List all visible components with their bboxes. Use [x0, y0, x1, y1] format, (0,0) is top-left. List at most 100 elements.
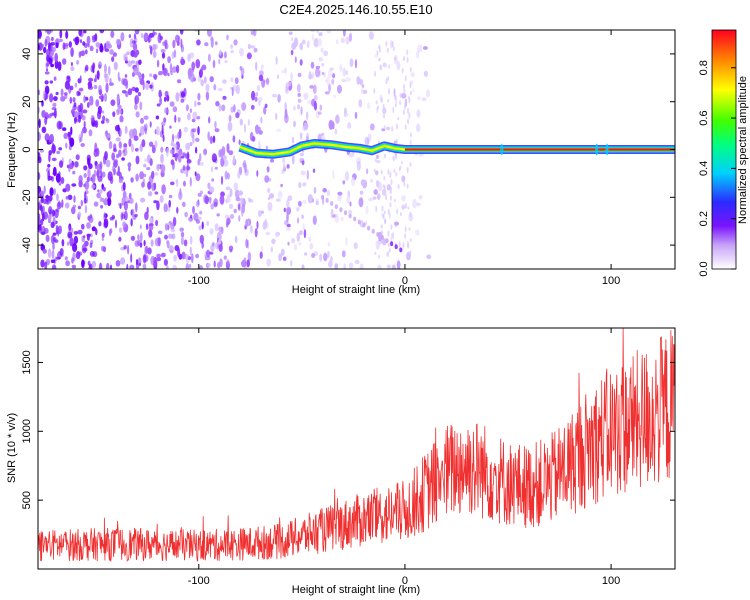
noise-speckle — [199, 162, 204, 166]
noise-speckle — [358, 197, 364, 208]
noise-speckle — [180, 38, 183, 49]
noise-speckle — [230, 77, 234, 83]
y-tick-label: -40 — [21, 237, 33, 253]
noise-speckle — [102, 115, 106, 122]
noise-speckle — [208, 116, 211, 124]
noise-speckle — [128, 138, 132, 147]
noise-speckle — [220, 157, 225, 167]
noise-speckle — [57, 61, 62, 71]
noise-speckle — [83, 95, 86, 103]
noise-speckle — [48, 57, 53, 65]
noise-speckle — [74, 111, 79, 119]
noise-speckle — [330, 256, 333, 263]
noise-speckle — [348, 32, 353, 42]
noise-speckle — [230, 50, 234, 54]
noise-speckle — [308, 236, 312, 243]
noise-speckle — [65, 30, 69, 39]
noise-speckle — [142, 254, 147, 264]
noise-speckle — [209, 197, 212, 204]
noise-speckle — [101, 232, 105, 238]
noise-speckle — [280, 248, 285, 256]
noise-speckle — [65, 142, 68, 149]
noise-speckle — [259, 70, 264, 76]
noise-speckle — [228, 150, 234, 156]
noise-speckle — [135, 202, 138, 213]
streak-blob — [325, 198, 329, 203]
noise-speckle — [372, 196, 377, 200]
noise-speckle — [145, 82, 150, 91]
noise-speckle — [290, 259, 293, 267]
noise-speckle — [59, 160, 64, 168]
noise-speckle — [256, 84, 260, 92]
streak-blob — [334, 204, 338, 210]
noise-speckle — [177, 79, 182, 84]
noise-speckle — [255, 61, 258, 71]
noise-speckle — [210, 203, 215, 210]
noise-speckle — [390, 186, 392, 193]
y-tick-label: 500 — [21, 491, 33, 509]
noise-speckle — [132, 42, 138, 51]
noise-speckle — [101, 237, 104, 241]
noise-speckle — [381, 229, 384, 236]
noise-speckle — [229, 214, 235, 219]
noise-speckle — [116, 94, 120, 105]
noise-speckle — [169, 149, 175, 155]
noise-speckle — [134, 147, 139, 152]
noise-speckle — [296, 83, 301, 93]
noise-speckle — [425, 89, 431, 98]
noise-speckle — [48, 195, 53, 202]
noise-speckle — [90, 65, 93, 73]
noise-speckle — [38, 227, 43, 233]
noise-speckle — [296, 207, 300, 212]
noise-speckle — [391, 41, 394, 48]
noise-speckle — [213, 260, 216, 268]
noise-speckle — [95, 48, 99, 54]
noise-speckle — [76, 60, 79, 65]
noise-speckle — [326, 30, 332, 34]
noise-speckle — [84, 64, 89, 72]
noise-speckle — [52, 210, 56, 217]
noise-speckle — [199, 153, 202, 162]
noise-speckle — [233, 208, 237, 214]
noise-speckle — [196, 116, 201, 120]
noise-speckle — [87, 43, 90, 48]
x-tick-label: 0 — [402, 575, 408, 587]
noise-speckle — [73, 231, 79, 235]
noise-speckle — [168, 194, 173, 199]
noise-speckle — [93, 84, 98, 90]
noise-speckle — [70, 47, 74, 58]
noise-speckle — [340, 37, 345, 44]
noise-speckle — [407, 206, 410, 210]
noise-speckle — [250, 224, 253, 234]
noise-speckle — [134, 87, 139, 93]
noise-speckle — [152, 43, 157, 51]
noise-speckle — [44, 133, 50, 142]
noise-speckle — [287, 195, 293, 201]
noise-speckle — [388, 87, 390, 95]
noise-speckle — [89, 45, 94, 52]
noise-speckle — [99, 189, 103, 194]
noise-speckle — [141, 139, 146, 148]
noise-speckle — [265, 77, 270, 85]
noise-speckle — [209, 76, 214, 83]
noise-speckle — [206, 249, 211, 258]
noise-speckle — [175, 34, 180, 43]
noise-speckle — [163, 117, 167, 123]
noise-speckle — [87, 260, 91, 266]
noise-speckle — [313, 186, 317, 194]
noise-speckle — [95, 228, 98, 236]
noise-speckle — [192, 134, 195, 144]
noise-speckle — [109, 49, 114, 55]
noise-speckle — [386, 184, 392, 191]
noise-speckle — [55, 173, 61, 183]
noise-speckle — [228, 203, 234, 209]
noise-speckle — [103, 63, 107, 74]
noise-speckle — [410, 132, 412, 138]
noise-speckle — [359, 263, 364, 269]
noise-speckle — [392, 155, 395, 162]
noise-speckle — [44, 71, 50, 75]
noise-speckle — [65, 260, 70, 267]
noise-speckle — [77, 205, 81, 210]
noise-speckle — [159, 97, 163, 105]
